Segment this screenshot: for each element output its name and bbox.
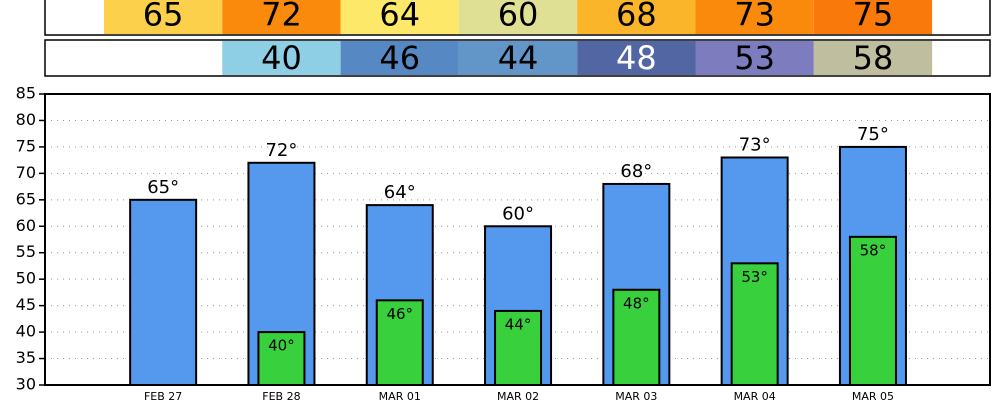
table-value: 75 <box>853 0 894 34</box>
table-cell <box>222 41 341 75</box>
table-cell <box>104 0 223 34</box>
x-tick-label: MAR 03 <box>615 390 657 400</box>
y-tick-label: 55 <box>16 242 36 261</box>
table-value: 44 <box>498 39 539 77</box>
value-label: 64° <box>384 182 416 203</box>
value-label: 58° <box>860 241 887 259</box>
table-cell <box>577 41 696 75</box>
y-tick-label: 45 <box>16 295 36 314</box>
table-value: 46 <box>379 39 420 77</box>
bar <box>848 235 897 386</box>
value-label: 44° <box>505 315 532 333</box>
value-label: 40° <box>268 337 295 355</box>
bar <box>730 262 779 386</box>
table-cell <box>458 41 578 75</box>
value-label: 75° <box>857 124 889 145</box>
table-value: 53 <box>734 39 775 77</box>
value-label: 60° <box>502 203 534 224</box>
x-tick-label: FEB 28 <box>262 390 300 400</box>
x-tick-label: MAR 04 <box>734 390 776 400</box>
bar <box>612 288 661 387</box>
table-value: 60 <box>498 0 539 34</box>
value-label: 68° <box>620 161 652 182</box>
table-value: 58 <box>853 39 894 77</box>
value-label: 48° <box>623 294 650 312</box>
y-tick-label: 70 <box>16 163 36 182</box>
value-label: 72° <box>265 140 297 161</box>
table-cell <box>695 0 814 34</box>
plot-frame <box>44 93 991 386</box>
y-tick-label: 60 <box>16 216 36 235</box>
value-label: 73° <box>739 134 771 155</box>
x-tick-label: MAR 05 <box>852 390 894 400</box>
table-value: 65 <box>143 0 184 34</box>
table-cell <box>813 0 933 34</box>
table-value: 73 <box>734 0 775 34</box>
table-cell <box>577 0 696 34</box>
value-label: 65° <box>147 177 179 198</box>
table-cell <box>340 0 459 34</box>
x-tick-label: MAR 01 <box>379 390 421 400</box>
value-label: 53° <box>741 268 768 286</box>
y-tick-label: 75 <box>16 136 36 155</box>
table-cell <box>340 41 459 75</box>
table-value: 40 <box>261 39 302 77</box>
table-value: 72 <box>261 0 302 34</box>
y-tick-label: 30 <box>16 375 36 394</box>
table-value: 68 <box>616 0 657 34</box>
table-cell <box>458 0 578 34</box>
y-tick-label: 35 <box>16 348 36 367</box>
table-cell <box>222 0 341 34</box>
y-tick-label: 65 <box>16 189 36 208</box>
table-value: 64 <box>379 0 420 34</box>
table-cell <box>695 41 814 75</box>
bar <box>257 331 306 387</box>
y-tick-label: 85 <box>16 84 36 103</box>
y-tick-label: 80 <box>16 110 36 129</box>
table-value: 48 <box>616 39 657 77</box>
table-cell <box>813 41 933 75</box>
y-tick-label: 40 <box>16 322 36 341</box>
x-tick-label: MAR 02 <box>497 390 539 400</box>
value-label: 46° <box>386 305 413 323</box>
y-tick-label: 50 <box>16 269 36 288</box>
bar <box>129 198 198 386</box>
bar <box>375 299 424 387</box>
x-tick-label: FEB 27 <box>144 390 182 400</box>
